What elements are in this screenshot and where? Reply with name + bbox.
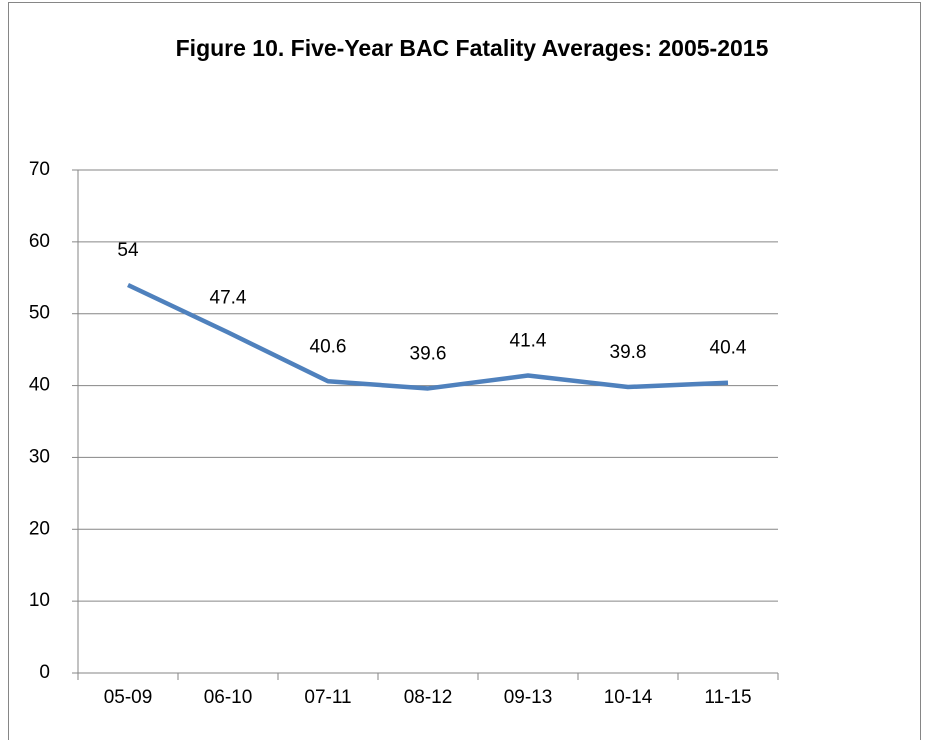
y-tick-label: 0	[39, 662, 50, 683]
x-tick-label: 05-09	[104, 687, 153, 708]
chart-title: Figure 10. Five-Year BAC Fatality Averag…	[176, 35, 769, 61]
x-tick-label: 07-11	[304, 687, 351, 708]
x-tick-label: 06-10	[204, 687, 253, 708]
y-tick-label: 20	[29, 518, 50, 539]
data-label: 39.8	[610, 342, 647, 363]
data-line	[127, 282, 729, 391]
x-tick-label: 11-15	[704, 687, 751, 708]
y-tick-label: 60	[29, 231, 50, 252]
x-tick-label: 10-14	[604, 687, 653, 708]
y-tick-label: 50	[29, 303, 50, 324]
data-label: 47.4	[210, 287, 247, 308]
data-label: 40.6	[310, 336, 347, 357]
y-tick-label: 30	[29, 446, 50, 467]
y-tick-label: 10	[29, 590, 50, 611]
data-label: 39.6	[410, 343, 447, 364]
data-label: 40.4	[710, 338, 747, 359]
x-tick-label: 09-13	[504, 687, 553, 708]
data-label: 41.4	[510, 331, 547, 352]
y-tick-label: 40	[29, 375, 50, 396]
chart-frame	[8, 2, 921, 740]
data-label: 54	[117, 240, 139, 261]
x-tick-label: 08-12	[404, 687, 453, 708]
y-tick-label: 70	[29, 159, 50, 180]
